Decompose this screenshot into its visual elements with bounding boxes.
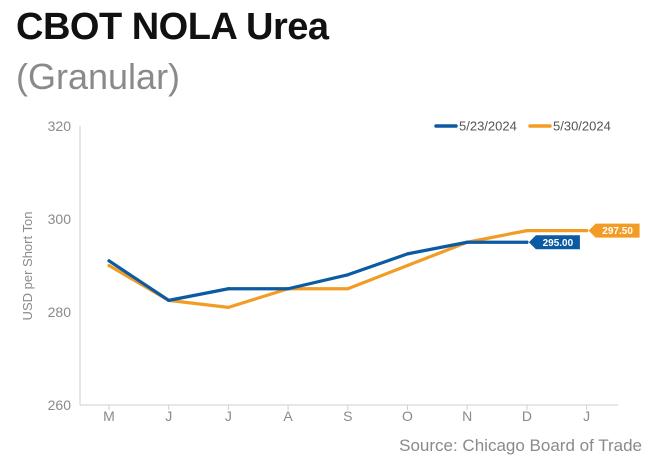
x-tick-label: M <box>103 408 115 424</box>
x-tick-label: J <box>165 408 172 424</box>
series-point-0 <box>226 287 230 291</box>
series-point-0 <box>107 259 111 263</box>
x-tick-label: J <box>583 408 590 424</box>
x-tick-label: N <box>462 408 472 424</box>
chart-title: CBOT NOLA Urea <box>16 6 329 48</box>
series-line-0 <box>107 240 529 302</box>
series-point-1 <box>405 263 410 268</box>
series-point-1 <box>346 287 350 291</box>
series-point-1 <box>107 263 111 268</box>
series-point-0 <box>405 252 410 256</box>
chart-series: 297.50 295.00 <box>107 223 640 309</box>
y-tick-label: 280 <box>48 304 72 320</box>
chart-axes <box>79 126 618 406</box>
series-point-1 <box>525 229 529 233</box>
chart-subtitle: (Granular) <box>16 56 181 97</box>
series-point-0 <box>167 298 171 302</box>
end-value-callout-1 <box>588 223 640 238</box>
series-point-1 <box>585 229 589 233</box>
legend-label-0: 5/23/2024 <box>459 119 517 134</box>
series-point-0 <box>465 240 469 244</box>
source-note: Source: Chicago Board of Trade <box>399 436 642 455</box>
end-value-label-1: 297.50 <box>602 226 633 237</box>
x-tick-label: S <box>343 408 352 424</box>
series-point-0 <box>346 273 350 277</box>
x-tick-label: A <box>283 408 293 424</box>
series-point-0 <box>286 287 290 291</box>
end-value-label-0: 295.00 <box>543 238 574 249</box>
series-point-1 <box>226 305 230 309</box>
chart-legend: 5/23/2024 5/30/2024 <box>434 119 611 134</box>
y-axis-label: USD per Short Ton <box>20 212 35 321</box>
x-tick-label: O <box>402 408 413 424</box>
series-point-0 <box>525 240 529 244</box>
legend-label-1: 5/30/2024 <box>553 119 611 134</box>
y-tick-label: 320 <box>48 118 72 134</box>
x-tick-label: J <box>225 408 232 424</box>
y-axis-ticks: 260 280 300 320 <box>48 118 72 413</box>
y-tick-label: 300 <box>48 211 72 227</box>
y-tick-label: 260 <box>48 397 72 413</box>
end-value-callout-0 <box>528 235 580 250</box>
x-tick-label: D <box>522 408 532 424</box>
